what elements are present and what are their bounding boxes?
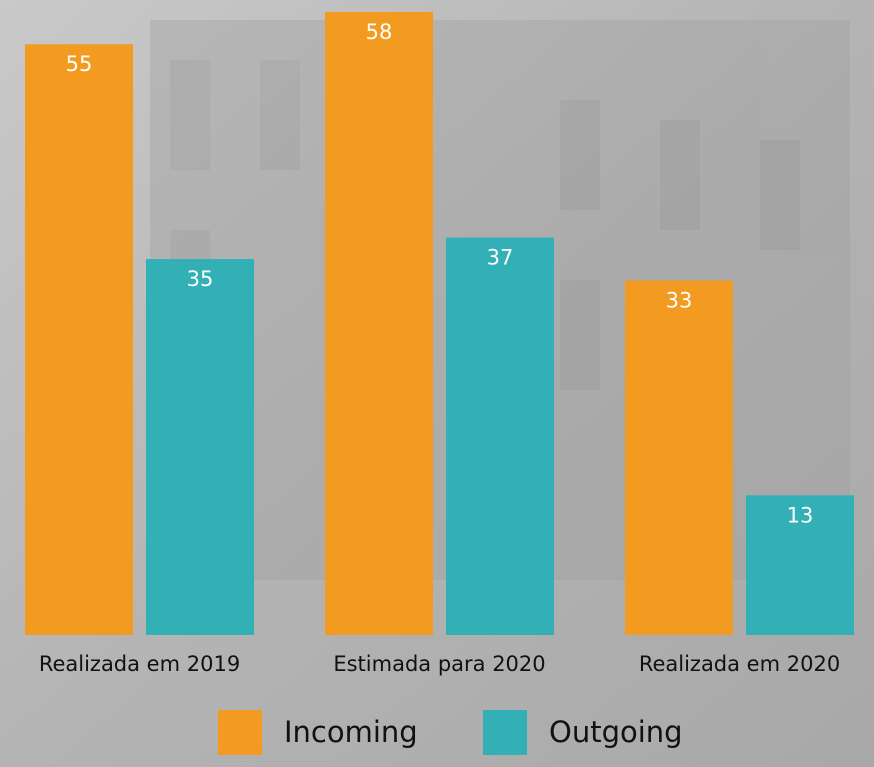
page: 55 35 Realizada em 2019 58 37 Estimada para 2… — [0, 0, 874, 767]
value-label: 58 — [366, 20, 393, 44]
bar — [146, 259, 254, 635]
bar — [625, 281, 733, 635]
value-label: 35 — [187, 267, 214, 291]
value-label: 33 — [666, 289, 693, 313]
legend-label: Incoming — [284, 715, 418, 749]
value-label: 37 — [487, 246, 514, 270]
chart: 55 35 Realizada em 2019 58 37 Estimada para 2… — [0, 0, 874, 767]
legend-swatch — [483, 710, 527, 755]
legend-swatch — [218, 710, 262, 755]
x-tick-label: Estimada para 2020 — [333, 652, 545, 676]
bar — [325, 12, 433, 635]
bar — [446, 238, 554, 635]
x-tick-label: Realizada em 2019 — [39, 652, 240, 676]
bar — [25, 44, 133, 635]
x-tick-label: Realizada em 2020 — [639, 652, 840, 676]
value-label: 13 — [787, 503, 814, 527]
value-label: 55 — [66, 52, 93, 76]
legend-label: Outgoing — [549, 715, 683, 749]
